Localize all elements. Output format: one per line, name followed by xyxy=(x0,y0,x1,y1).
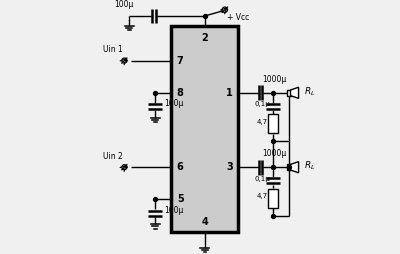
Bar xyxy=(268,189,278,208)
Text: Uin 1: Uin 1 xyxy=(103,45,123,54)
Text: + Vcc: + Vcc xyxy=(227,13,249,22)
Text: 6: 6 xyxy=(177,162,184,172)
Text: 0,1μ: 0,1μ xyxy=(254,101,270,107)
Bar xyxy=(287,90,290,96)
Text: 7: 7 xyxy=(177,56,184,66)
Text: 100μ: 100μ xyxy=(115,0,134,9)
Text: $R_L$: $R_L$ xyxy=(304,85,316,98)
Text: Uin 2: Uin 2 xyxy=(103,152,123,161)
Text: 4: 4 xyxy=(202,217,208,227)
Text: 3: 3 xyxy=(226,162,233,172)
Text: 100μ: 100μ xyxy=(164,100,184,108)
Bar xyxy=(172,26,238,232)
Text: 0,1μ: 0,1μ xyxy=(254,176,270,182)
Text: 1: 1 xyxy=(226,88,233,98)
Text: 5: 5 xyxy=(177,195,184,204)
Text: 100μ: 100μ xyxy=(164,206,184,215)
Text: 1000μ: 1000μ xyxy=(262,149,286,158)
Text: 1000μ: 1000μ xyxy=(262,75,286,84)
Text: 2: 2 xyxy=(202,33,208,43)
Text: 4,7: 4,7 xyxy=(257,193,268,199)
Bar xyxy=(287,164,290,170)
Text: $R_L$: $R_L$ xyxy=(304,160,316,172)
Polygon shape xyxy=(290,87,298,98)
Polygon shape xyxy=(290,162,298,173)
Bar xyxy=(268,114,278,133)
Text: 4,7: 4,7 xyxy=(257,119,268,125)
Text: 8: 8 xyxy=(177,88,184,98)
